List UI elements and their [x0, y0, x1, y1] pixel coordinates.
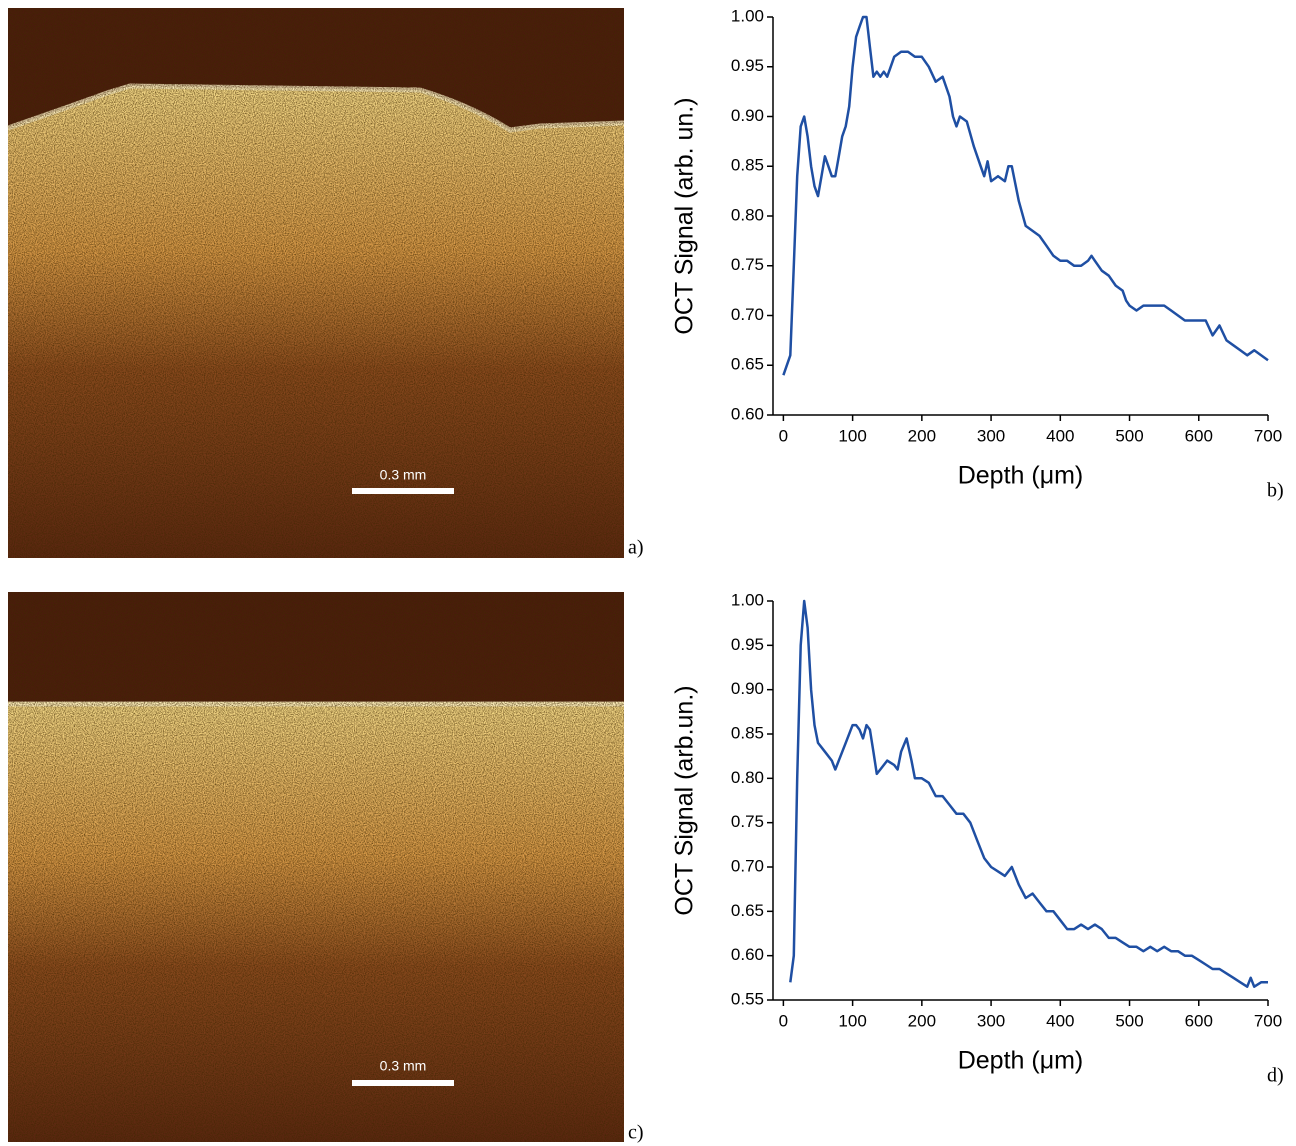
x-tick-label: 600: [1185, 426, 1213, 445]
y-tick-label: 1.00: [731, 6, 764, 25]
x-tick-label: 200: [908, 426, 936, 445]
oct-image-c: 0.3 mm c): [8, 592, 644, 1144]
y-tick-label: 0.65: [731, 901, 764, 920]
y-tick-label: 0.80: [731, 205, 764, 224]
x-tick-label: 400: [1046, 1011, 1074, 1030]
scale-bar-label: 0.3 mm: [380, 1058, 427, 1074]
x-tick-label: 600: [1185, 1011, 1213, 1030]
x-tick-label: 0: [779, 426, 788, 445]
x-axis-label: Depth (μm): [958, 462, 1084, 490]
x-tick-label: 500: [1115, 426, 1143, 445]
oct-image-a: 0.3 mm a): [7, 8, 644, 559]
scale-bar-label: 0.3 mm: [380, 467, 427, 483]
y-tick-label: 0.95: [731, 635, 764, 654]
x-tick-label: 400: [1046, 426, 1074, 445]
panel-label: a): [628, 537, 644, 559]
panel-label: d): [1267, 1065, 1284, 1087]
y-tick-label: 0.80: [731, 768, 764, 787]
y-tick-label: 0.70: [731, 305, 764, 324]
x-tick-label: 0: [779, 1011, 788, 1030]
y-tick-label: 0.75: [731, 255, 764, 274]
y-tick-label: 0.60: [731, 404, 764, 423]
y-tick-label: 0.75: [731, 812, 764, 831]
y-tick-label: 0.90: [731, 106, 764, 125]
y-axis-label: OCT Signal (arb. un.): [671, 97, 699, 334]
y-tick-label: 0.55: [731, 989, 764, 1008]
x-tick-label: 300: [977, 426, 1005, 445]
y-tick-label: 0.70: [731, 856, 764, 875]
y-tick-label: 1.00: [731, 590, 764, 609]
y-tick-label: 0.95: [731, 56, 764, 75]
panel-label: b): [1267, 480, 1284, 502]
y-axis-label: OCT Signal (arb.un.): [671, 685, 699, 915]
data-line: [789, 599, 1268, 988]
x-tick-label: 700: [1254, 426, 1282, 445]
y-tick-label: 0.85: [731, 723, 764, 742]
x-axis-label: Depth (μm): [958, 1047, 1084, 1075]
x-tick-label: 100: [838, 426, 866, 445]
x-tick-label: 100: [838, 1011, 866, 1030]
x-tick-label: 700: [1254, 1011, 1282, 1030]
x-tick-label: 300: [977, 1011, 1005, 1030]
y-tick-label: 0.90: [731, 679, 764, 698]
y-tick-label: 0.65: [731, 355, 764, 374]
x-tick-label: 500: [1115, 1011, 1143, 1030]
panel-label: c): [628, 1122, 644, 1144]
data-line: [782, 15, 1269, 376]
y-tick-label: 0.85: [731, 156, 764, 175]
y-tick-label: 0.60: [731, 945, 764, 964]
x-tick-label: 200: [908, 1011, 936, 1030]
